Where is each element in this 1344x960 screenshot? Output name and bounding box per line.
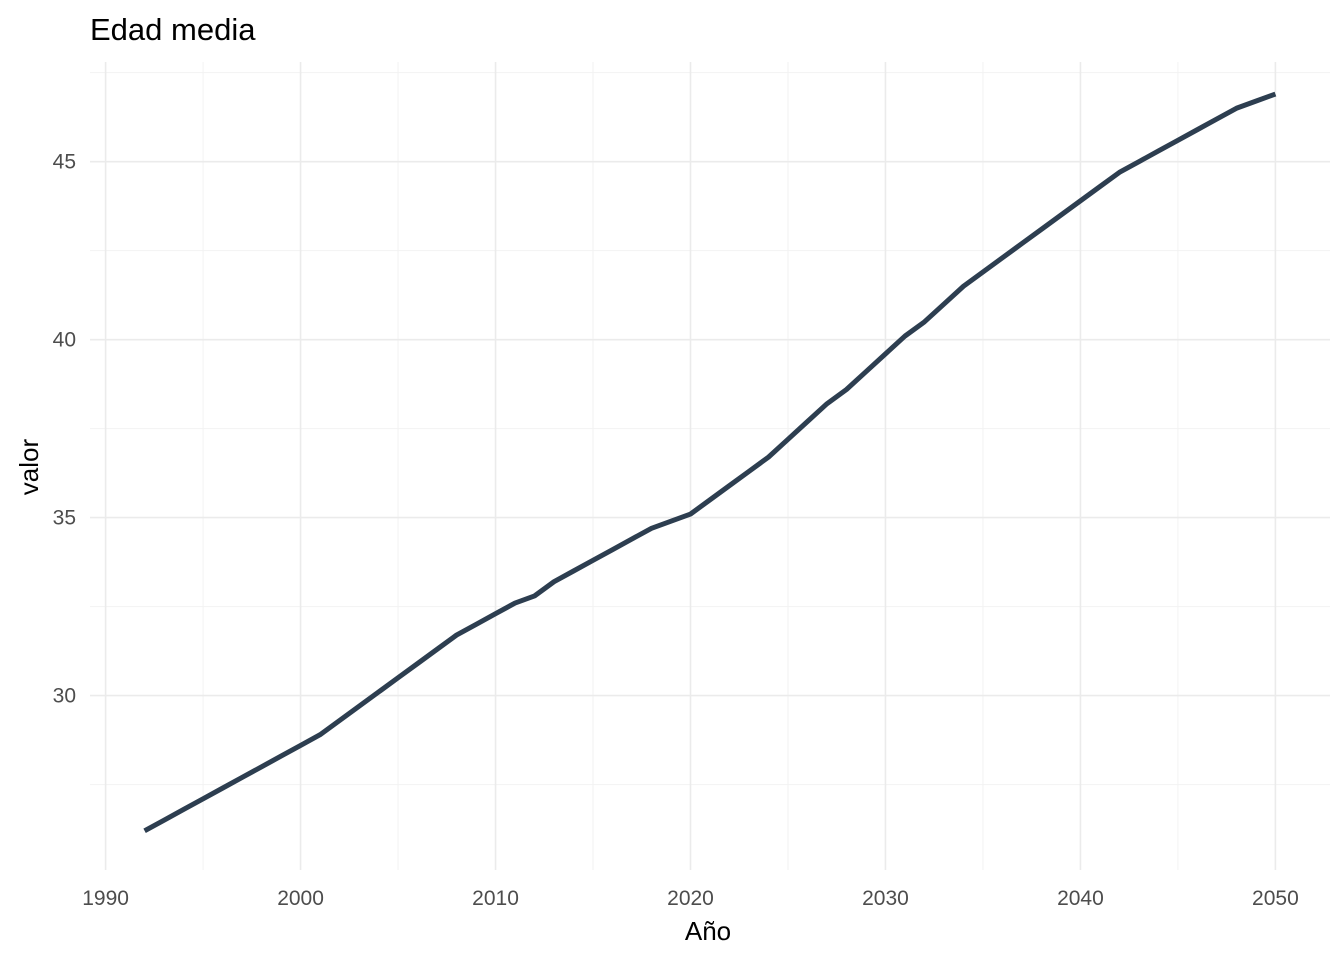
x-tick-label: 2020 <box>667 887 714 910</box>
x-tick-label: 2000 <box>277 887 324 910</box>
x-tick-label: 1990 <box>82 887 129 910</box>
x-tick-label: 2050 <box>1252 887 1299 910</box>
y-axis-title: valor <box>14 438 44 495</box>
chart-title: Edad media <box>90 12 256 47</box>
y-tick-label: 45 <box>53 151 76 174</box>
series-layer <box>143 91 1277 834</box>
series-line <box>143 91 1277 834</box>
x-tick-label: 2030 <box>862 887 909 910</box>
x-axis-title: Año <box>685 916 731 946</box>
tick-labels: 1990 2000 2010 2020 2030 2040 2050 30 35 40 45 <box>53 151 1299 910</box>
grid <box>90 62 1330 870</box>
x-tick-label: 2040 <box>1057 887 1104 910</box>
y-tick-label: 30 <box>53 685 76 708</box>
y-tick-label: 35 <box>53 507 76 530</box>
x-tick-label: 2010 <box>472 887 519 910</box>
y-tick-label: 40 <box>53 329 76 352</box>
